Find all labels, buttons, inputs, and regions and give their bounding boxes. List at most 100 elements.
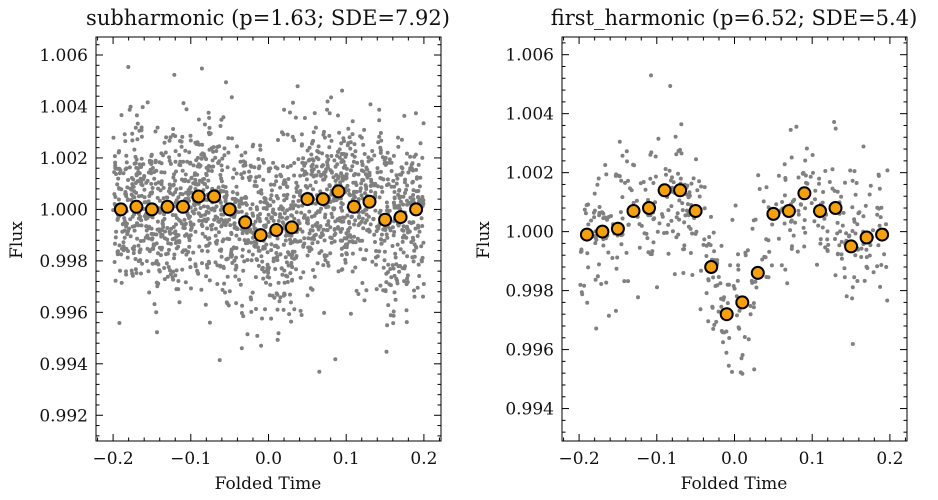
scatter-point [163, 229, 167, 234]
scatter-point [168, 161, 173, 166]
scatter-point [864, 255, 869, 260]
scatter-point [198, 214, 203, 219]
scatter-point [132, 244, 137, 249]
scatter-point [736, 263, 741, 268]
scatter-point [164, 135, 169, 140]
scatter-point [666, 222, 671, 227]
scatter-point [146, 236, 151, 241]
scatter-point [261, 246, 266, 251]
scatter-point [206, 178, 211, 183]
scatter-point [364, 184, 369, 189]
subharmonic-ticks: −0.2 −0.1 0.0 0.1 0.2 0.992 0.994 0.996 0.998 1.0… [39, 37, 441, 469]
scatter-point [313, 222, 318, 227]
scatter-point [293, 115, 298, 120]
scatter-point [878, 284, 883, 289]
scatter-point [416, 262, 421, 267]
scatter-point [266, 220, 271, 224]
scatter-point [789, 155, 794, 160]
scatter-point [817, 181, 821, 186]
scatter-point [398, 264, 402, 268]
scatter-point [415, 234, 420, 238]
binned-point [595, 224, 610, 239]
scatter-point [418, 141, 423, 146]
scatter-point [339, 205, 343, 210]
scatter-point [875, 264, 880, 269]
scatter-point [119, 113, 124, 118]
scatter-point [403, 264, 407, 269]
scatter-point [825, 249, 830, 253]
binned-point [766, 206, 781, 221]
binned-point [610, 221, 625, 236]
scatter-point [809, 201, 814, 206]
scatter-point [712, 249, 717, 254]
scatter-point [682, 243, 687, 248]
scatter-point [390, 263, 395, 268]
scatter-point [119, 280, 124, 285]
scatter-point [182, 217, 187, 222]
scatter-point [219, 254, 224, 259]
scatter-point [155, 125, 160, 130]
scatter-point [730, 217, 735, 222]
scatter-point [364, 218, 369, 223]
scatter-point [725, 282, 730, 287]
scatter-point [582, 207, 587, 212]
scatter-point [116, 197, 121, 202]
scatter-point [305, 293, 310, 298]
scatter-point [135, 172, 139, 177]
scatter-point [748, 312, 753, 317]
scatter-point [394, 262, 399, 267]
scatter-point [220, 156, 225, 161]
scatter-point [121, 221, 126, 226]
scatter-point [121, 171, 126, 176]
scatter-point [416, 195, 420, 199]
scatter-point [353, 218, 358, 223]
scatter-point [360, 281, 365, 285]
scatter-point [202, 154, 207, 159]
scatter-point [202, 122, 207, 127]
scatter-point [867, 253, 872, 258]
scatter-point [314, 173, 319, 178]
scatter-point [112, 260, 117, 264]
scatter-point [859, 246, 864, 251]
scatter-point [172, 256, 176, 261]
scatter-point [147, 158, 152, 163]
scatter-point [362, 127, 367, 132]
scatter-point [353, 180, 358, 185]
scatter-point [392, 290, 397, 295]
scatter-point [675, 211, 680, 216]
scatter-point [751, 218, 756, 223]
scatter-point [401, 250, 406, 255]
scatter-point [391, 321, 396, 326]
scatter-point [331, 206, 336, 211]
scatter-point [813, 197, 817, 202]
scatter-point [405, 198, 409, 203]
scatter-point [261, 160, 266, 165]
scatter-point [329, 236, 334, 241]
scatter-point [201, 177, 205, 182]
scatter-point [578, 249, 583, 254]
scatter-point [317, 369, 322, 374]
scatter-point [354, 189, 359, 194]
scatter-point [174, 246, 179, 251]
scatter-point [837, 243, 842, 248]
scatter-point [410, 180, 415, 185]
scatter-point [796, 212, 801, 217]
scatter-point [251, 213, 256, 218]
scatter-point [163, 150, 168, 155]
scatter-point [214, 241, 219, 246]
scatter-point [205, 185, 210, 190]
scatter-point [167, 186, 172, 191]
scatter-point [223, 185, 228, 189]
scatter-point [370, 259, 375, 264]
scatter-point [340, 215, 345, 220]
scatter-point [134, 271, 139, 275]
scatter-point [292, 138, 297, 143]
scatter-point [862, 278, 867, 283]
scatter-point [328, 251, 333, 256]
scatter-point [601, 216, 606, 221]
scatter-point [248, 206, 253, 211]
scatter-point [835, 231, 840, 236]
scatter-point [230, 196, 235, 201]
scatter-point [181, 159, 186, 164]
scatter-point [403, 191, 407, 195]
